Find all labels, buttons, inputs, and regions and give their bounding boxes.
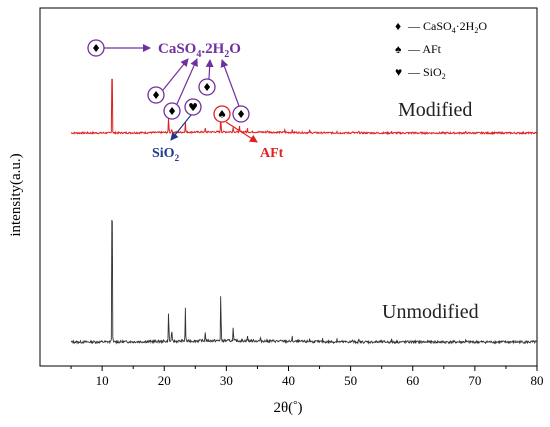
legend-symbol-heart: ♥ xyxy=(395,65,402,79)
marker-diamond-5-glyph: ♦ xyxy=(236,108,246,121)
series-label-unmodified: Unmodified xyxy=(382,301,479,323)
marker-heart-glyph: ♥ xyxy=(188,101,198,114)
arrow-diamond-5 xyxy=(220,59,240,107)
annotation-arrows xyxy=(104,44,258,143)
marker-heart xyxy=(184,98,202,116)
legend-symbol-diamond: ♦ xyxy=(395,19,401,33)
x-tick-label-30: 30 xyxy=(220,373,233,388)
marker-diamond-5 xyxy=(232,105,250,123)
annotation-aft: AFt xyxy=(260,146,284,161)
x-tick-label-40: 40 xyxy=(282,373,295,388)
marker-spade-glyph: ♠ xyxy=(217,108,227,121)
marker-diamond-3 xyxy=(163,102,181,120)
marker-diamond-2-glyph: ♦ xyxy=(151,89,161,102)
x-tick-label-50: 50 xyxy=(344,373,357,388)
x-tick-label-80: 80 xyxy=(531,373,544,388)
legend-entry-aft: — AFt xyxy=(407,42,442,56)
marker-diamond-3-glyph: ♦ xyxy=(167,105,177,118)
y-axis-title: intensity(a.u.) xyxy=(8,153,24,236)
marker-diamond-2 xyxy=(147,86,165,104)
series-modified-line xyxy=(70,78,538,136)
arrow-aft xyxy=(225,121,258,143)
series-label-modified: Modified xyxy=(398,99,472,121)
x-tick-label-60: 60 xyxy=(406,373,419,388)
marker-diamond-4 xyxy=(198,78,216,96)
annotation-sio2: SiO2 xyxy=(152,146,180,163)
annotation-caso4: CaSO4.2H2O xyxy=(158,41,241,60)
legend-entry-sio2: — SiO2 xyxy=(407,65,446,81)
marker-diamond-1-glyph: ♦ xyxy=(91,42,101,55)
arrow-diamond-3 xyxy=(176,58,198,105)
x-axis-ticks: 10 20 30 40 50 60 70 80 xyxy=(70,366,544,388)
x-tick-label-10: 10 xyxy=(96,373,109,388)
arrow-diamond-2 xyxy=(162,58,189,91)
legend-entry-caso4: — CaSO4·2H2O xyxy=(407,19,487,35)
x-tick-label-70: 70 xyxy=(468,373,481,388)
legend: ♦ — CaSO4·2H2O ♠ — AFt ♥ — SiO2 xyxy=(395,19,487,81)
peak-markers: ♦ ♦ ♦ ♥ ♦ ♠ ♦ xyxy=(87,39,250,123)
x-tick-label-20: 20 xyxy=(158,373,171,388)
series-unmodified-line xyxy=(70,219,537,345)
marker-diamond-4-glyph: ♦ xyxy=(202,81,212,94)
arrow-sio2 xyxy=(170,114,192,141)
marker-spade xyxy=(213,105,231,123)
legend-symbol-spade: ♠ xyxy=(395,42,402,56)
x-axis-title: 2θ(°) xyxy=(273,399,302,416)
arrow-diamond-4 xyxy=(205,59,214,80)
